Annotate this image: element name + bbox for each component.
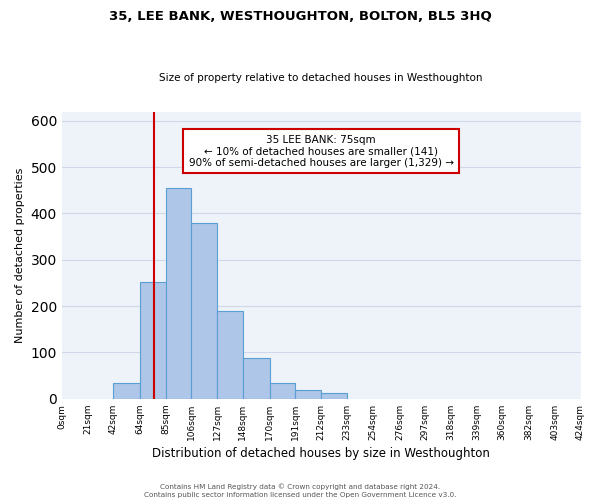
Text: 35, LEE BANK, WESTHOUGHTON, BOLTON, BL5 3HQ: 35, LEE BANK, WESTHOUGHTON, BOLTON, BL5 … [109, 10, 491, 23]
Bar [113, 382, 140, 399]
Title: Size of property relative to detached houses in Westhoughton: Size of property relative to detached ho… [160, 73, 483, 83]
Y-axis label: Number of detached properties: Number of detached properties [15, 168, 25, 343]
Text: Contains HM Land Registry data © Crown copyright and database right 2024.
Contai: Contains HM Land Registry data © Crown c… [144, 484, 456, 498]
Text: 35 LEE BANK: 75sqm
← 10% of detached houses are smaller (141)
90% of semi-detach: 35 LEE BANK: 75sqm ← 10% of detached hou… [188, 134, 454, 168]
Bar [140, 282, 166, 399]
Bar [191, 223, 217, 399]
Bar [270, 382, 295, 399]
Bar [295, 390, 321, 399]
Bar [166, 188, 191, 399]
Bar [243, 358, 270, 399]
Bar [217, 311, 243, 399]
Bar [321, 394, 347, 399]
X-axis label: Distribution of detached houses by size in Westhoughton: Distribution of detached houses by size … [152, 447, 490, 460]
